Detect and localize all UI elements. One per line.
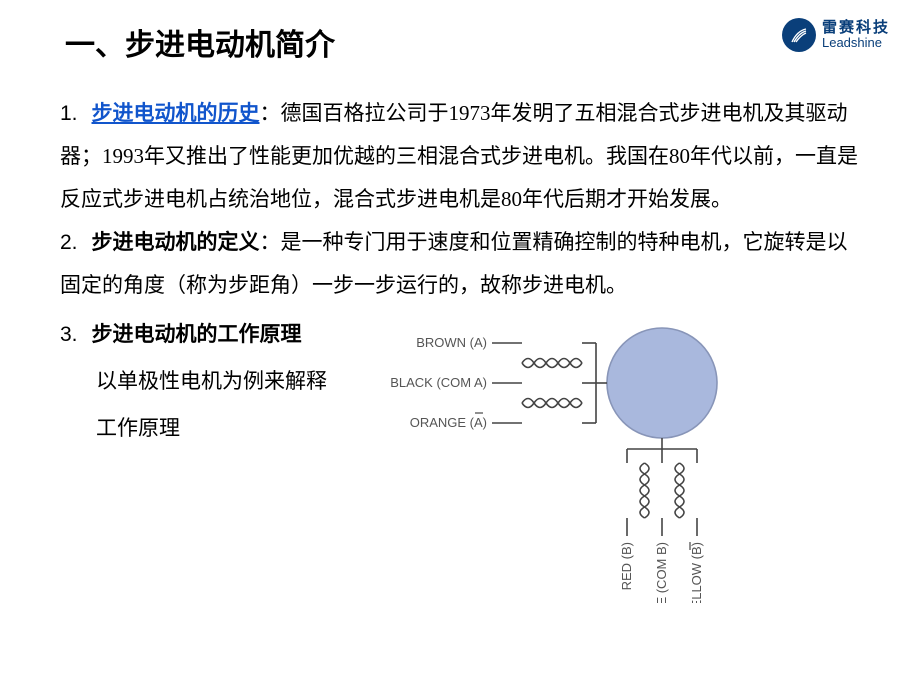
section-2-num: 2. xyxy=(60,231,78,254)
motor-diagram: BROWN (A) BLACK (COM A) ORANGE (A) RED (B) W… xyxy=(372,313,860,603)
svg-text:WHITE (COM B): WHITE (COM B) xyxy=(654,542,669,603)
logo-mark-icon xyxy=(782,18,816,52)
section-3-sub1: 以单极性电机为例来解释 xyxy=(96,360,360,403)
logo-en: Leadshine xyxy=(822,36,890,50)
section-3-sub2: 工作原理 xyxy=(96,407,360,450)
content-area: 1.步进电动机的历史：德国百格拉公司于1973年发明了五相混合式步进电机及其驱动… xyxy=(60,92,860,603)
section-3-num: 3. xyxy=(60,323,78,346)
section-3-text: 3. 步进电动机的工作原理 以单极性电机为例来解释 工作原理 xyxy=(60,313,360,450)
page-title: 一、步进电动机简介 xyxy=(65,20,860,64)
svg-text:RED (B): RED (B) xyxy=(619,542,634,590)
section-1-colon: ： xyxy=(260,101,281,125)
svg-text:BLACK (COM A): BLACK (COM A) xyxy=(390,375,487,390)
section-2-term: 步进电动机的定义 xyxy=(92,230,260,254)
section-3-row: 3.步进电动机的工作原理 以单极性电机为例来解释 工作原理 BROWN (A)B… xyxy=(60,313,860,603)
svg-text:YELLOW (B): YELLOW (B) xyxy=(689,542,704,603)
section-2-colon: ： xyxy=(260,230,281,254)
history-link[interactable]: 步进电动机的历史 xyxy=(92,101,260,125)
section-3-term: 步进电动机的工作原理 xyxy=(92,322,302,346)
section-2: 2.步进电动机的定义：是一种专门用于速度和位置精确控制的特种电机，它旋转是以固定… xyxy=(60,221,860,307)
logo: 雷赛科技 Leadshine xyxy=(782,18,890,52)
motor-svg: BROWN (A) BLACK (COM A) ORANGE (A) RED (B) W… xyxy=(372,313,802,603)
slide: 雷赛科技 Leadshine 一、步进电动机简介 1.步进电动机的历史：德国百格… xyxy=(0,0,920,623)
svg-text:BROWN (A): BROWN (A) xyxy=(416,335,487,350)
logo-text: 雷赛科技 Leadshine xyxy=(822,20,890,51)
logo-cn: 雷赛科技 xyxy=(822,20,890,37)
section-1: 1.步进电动机的历史：德国百格拉公司于1973年发明了五相混合式步进电机及其驱动… xyxy=(60,92,860,221)
svg-text:ORANGE (A): ORANGE (A) xyxy=(410,415,487,430)
section-1-num: 1. xyxy=(60,102,78,125)
section-3-heading: 3. 步进电动机的工作原理 xyxy=(60,313,360,356)
